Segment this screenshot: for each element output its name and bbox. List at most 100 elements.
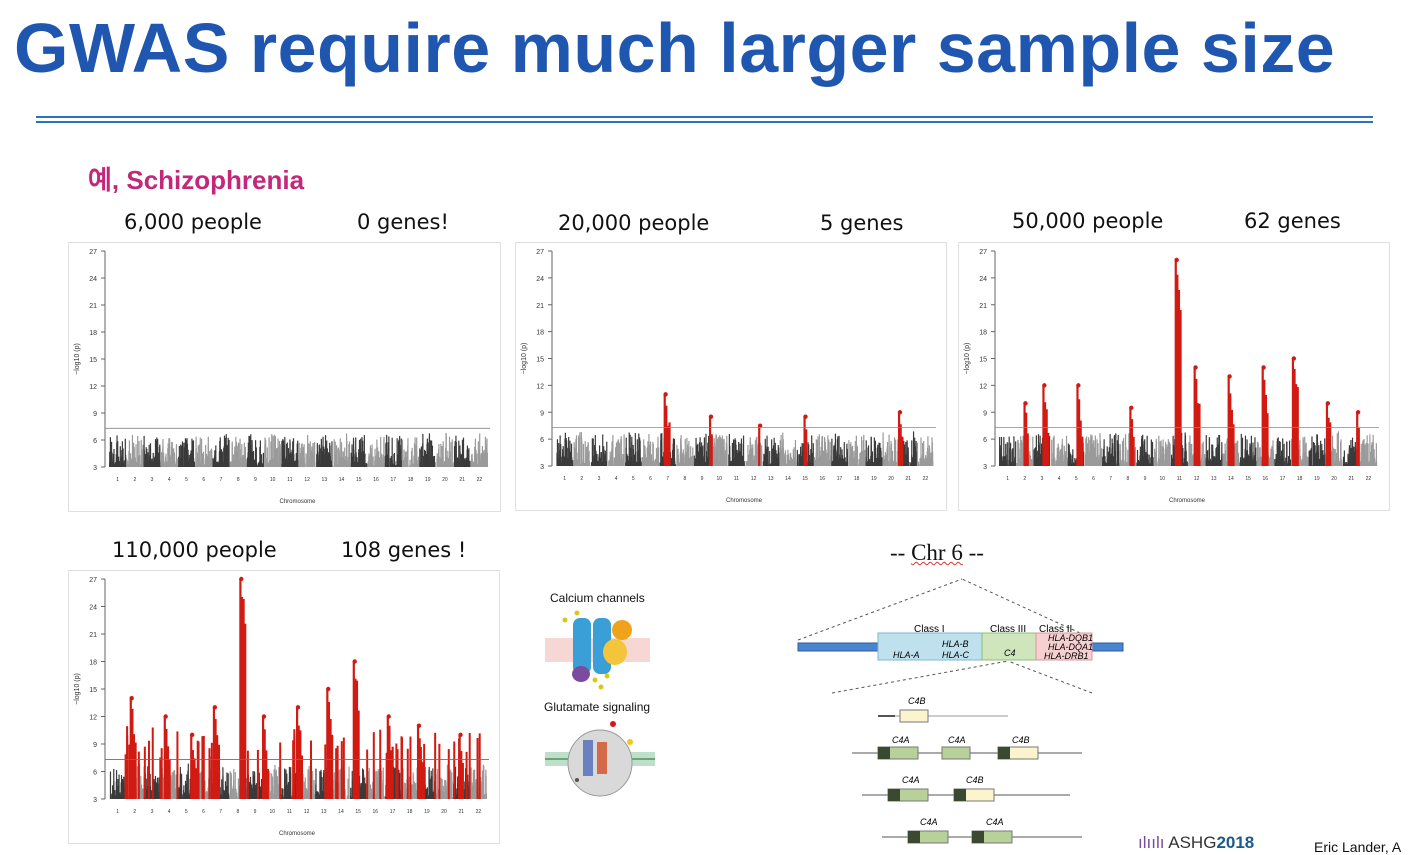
snp-point	[1214, 459, 1215, 466]
snp-point	[557, 460, 558, 466]
x-axis-label: Chromosome	[726, 498, 763, 504]
snp-point	[1016, 463, 1017, 466]
snp-point	[397, 455, 398, 467]
snp-point	[847, 462, 848, 466]
y-tick-label: 6	[540, 437, 544, 444]
panel1-genes: 0 genes!	[357, 210, 449, 234]
snp-point	[1372, 463, 1373, 466]
snp-point	[1285, 458, 1286, 466]
snp-point	[1096, 439, 1097, 466]
y-tick-label: 6	[93, 770, 97, 777]
snp-point	[485, 440, 486, 467]
snp-point	[929, 458, 930, 466]
snp-point	[831, 439, 832, 466]
snp-point	[716, 465, 717, 466]
snp-point	[1114, 436, 1115, 466]
snp-point	[778, 458, 779, 466]
snp-point	[816, 453, 817, 466]
snp-point	[895, 440, 896, 466]
snp-point	[1324, 459, 1325, 466]
panel2-genes: 5 genes	[820, 211, 903, 235]
snp-point	[459, 445, 460, 467]
snp-point	[118, 466, 119, 467]
title-rule-bottom	[36, 121, 1373, 123]
y-tick-label: 3	[93, 465, 97, 472]
snp-point	[331, 441, 332, 467]
snp-point	[799, 460, 800, 466]
snp-point	[735, 459, 736, 466]
snp-point	[609, 460, 610, 466]
snp-point	[1125, 434, 1126, 466]
snp-point	[384, 456, 385, 467]
snp-point	[752, 456, 753, 466]
y-tick-label: 15	[536, 357, 544, 364]
chromosome-tick-label: 17	[1280, 476, 1286, 482]
snp-point	[268, 437, 269, 467]
snp-point	[361, 465, 362, 467]
snp-point	[213, 460, 214, 467]
snp-point	[1069, 445, 1070, 466]
snp-point	[1107, 461, 1108, 466]
snp-point	[439, 457, 440, 467]
snp-point	[683, 455, 684, 466]
snp-point	[360, 447, 361, 467]
snp-point	[416, 462, 417, 467]
snp-point	[1150, 457, 1151, 466]
snp-point	[907, 455, 908, 466]
snp-point	[1115, 461, 1116, 466]
chromosome-tick-label: 6	[649, 476, 652, 482]
snp-point	[487, 464, 488, 467]
snp-point	[392, 463, 393, 467]
snp-point	[1250, 445, 1251, 466]
snp-point	[366, 463, 367, 467]
snp-point	[880, 464, 881, 466]
snp-point	[823, 451, 824, 466]
snp-point	[592, 463, 593, 466]
snp-point	[355, 452, 356, 467]
snp-point	[856, 460, 857, 466]
snp-point	[731, 461, 732, 466]
snp-point	[1320, 441, 1321, 466]
snp-point	[137, 796, 138, 799]
snp-point	[585, 441, 586, 466]
snp-point	[300, 452, 301, 467]
snp-point	[1365, 456, 1366, 466]
snp-point	[630, 435, 631, 466]
snp-point	[696, 461, 697, 466]
snp-point	[455, 463, 456, 467]
snp-point	[462, 440, 463, 467]
snp-point	[1281, 456, 1282, 466]
chromosome-tick-label: 6	[202, 477, 205, 483]
snp-point	[849, 457, 850, 466]
snp-point	[281, 441, 282, 467]
y-tick-label: 15	[89, 357, 97, 364]
snp-point	[1072, 465, 1073, 466]
snp-point	[662, 464, 663, 466]
snp-point	[570, 452, 571, 466]
snp-point	[764, 455, 765, 466]
snp-point	[430, 463, 431, 467]
snp-point	[362, 463, 363, 467]
snp-point	[358, 462, 359, 467]
snp-point	[1003, 457, 1004, 466]
snp-point	[354, 454, 355, 467]
snp-point	[802, 455, 803, 466]
snp-point	[866, 463, 867, 466]
chromosome-tick-label: 1	[116, 477, 119, 483]
snp-point	[1168, 444, 1169, 466]
snp-point	[364, 459, 365, 467]
snp-point	[639, 440, 640, 466]
chromosome-tick-label: 11	[1177, 476, 1182, 482]
chromosome-tick-label: 16	[820, 476, 826, 482]
snp-point	[1152, 463, 1153, 466]
snp-point	[617, 455, 618, 466]
snp-point	[1283, 465, 1284, 466]
chromosome-tick-label: 1	[1006, 476, 1009, 482]
snp-point	[698, 464, 699, 466]
snp-point	[449, 465, 450, 467]
snp-point	[674, 463, 675, 466]
snp-point	[818, 458, 819, 466]
snp-point	[629, 463, 630, 466]
snp-point	[750, 465, 751, 466]
